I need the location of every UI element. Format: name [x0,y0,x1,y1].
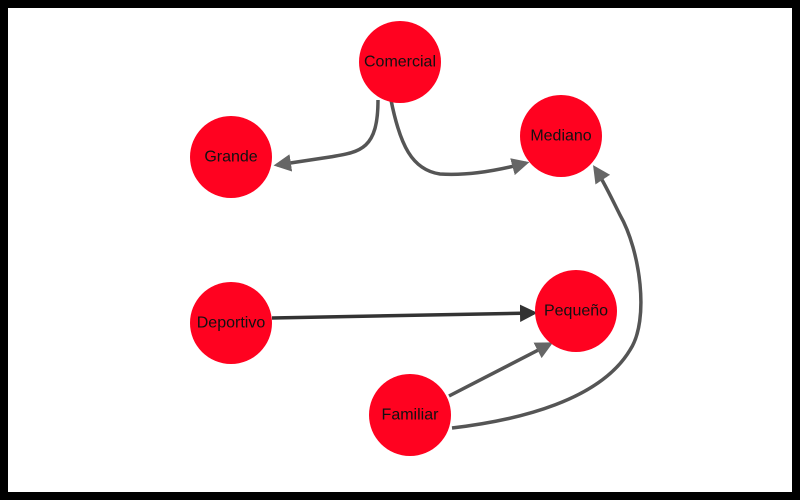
edge-comercial-mediano [389,99,530,177]
node-label: Comercial [364,54,436,71]
node-label: Familiar [382,407,440,424]
node-circle [520,95,602,177]
edge-familiar-pequeno [448,342,554,398]
node-familiar[interactable]: Familiar [369,374,451,456]
node-circle [359,21,441,103]
node-label: Pequeño [544,303,608,320]
node-label: Mediano [530,128,591,145]
node-mediano[interactable]: Mediano [520,95,602,177]
node-circle [190,282,272,364]
node-circle [535,270,617,352]
node-comercial[interactable]: Comercial [359,21,441,103]
edge-familiar-mediano [451,165,643,430]
edge-deportivo-pequeno [271,304,538,323]
node-pequeno[interactable]: Pequeño [535,270,617,352]
node-circle [369,374,451,456]
node-label: Grande [204,149,257,166]
node-grande[interactable]: Grande [190,116,272,198]
node-circle [190,116,272,198]
node-label: Deportivo [197,315,266,332]
node-deportivo[interactable]: Deportivo [190,282,272,364]
edge-comercial-grande [273,99,380,172]
